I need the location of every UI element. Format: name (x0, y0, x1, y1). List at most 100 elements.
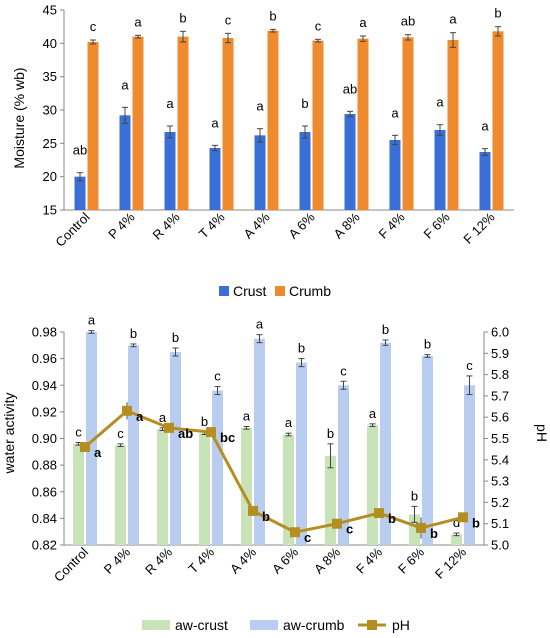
significance-letter: b (327, 426, 334, 441)
significance-letter: a (449, 12, 457, 27)
bar-aw-crumb (338, 385, 349, 545)
ph-y-tick-label: 5.8 (491, 367, 509, 382)
aw-y-tick-label: 0.94 (32, 378, 57, 393)
ph-y-tick-label: 5.7 (491, 388, 509, 403)
significance-letter: b (269, 8, 276, 23)
bar-aw-crumb (254, 338, 265, 545)
bar-aw-crumb (128, 345, 139, 545)
significance-letter: a (166, 96, 174, 111)
ph-marker (80, 442, 90, 453)
water-activity-ph-chart: water activity pH 0.82 0.84 0.86 0.88 0.90 0.… (1, 313, 550, 585)
aw-y-tick-label: 0.96 (32, 351, 57, 366)
legend-swatch-crumb (275, 286, 285, 296)
legend-label-aw-crust: aw-crust (175, 617, 228, 633)
legend-marker-ph (367, 620, 377, 630)
significance-letter: b (411, 488, 418, 503)
ph-marker (416, 522, 426, 533)
significance-letter: b (301, 96, 308, 111)
moisture-x-tick-label: F 12% (460, 209, 497, 246)
significance-letter: c (214, 369, 221, 384)
legend-swatch-crust (219, 286, 229, 296)
bar-crust (299, 132, 311, 210)
bar-aw-crust (451, 534, 462, 545)
moisture-x-tick-label: R 4% (150, 209, 183, 242)
aw-y-tick-label: 0.84 (32, 511, 57, 526)
aw-x-tick-label: F 12% (432, 544, 469, 581)
aw-x-tick-label: F 4% (353, 544, 385, 576)
bar-aw-crumb (296, 362, 307, 545)
moisture-x-tick-label: F 6% (421, 209, 453, 241)
bar-crust (434, 130, 446, 210)
ph-line (84, 409, 464, 534)
significance-letter: d (453, 515, 460, 530)
significance-letter: a (88, 313, 96, 328)
bar-aw-crust (283, 434, 294, 545)
significance-letter: a (211, 115, 219, 130)
moisture-x-tick-label: P 4% (105, 209, 138, 242)
bar-crumb (447, 40, 459, 210)
bar-crust (119, 115, 131, 210)
bar-crust (209, 148, 221, 210)
significance-letter: ab (73, 143, 87, 158)
bar-aw-crust (115, 445, 126, 545)
aw-x-tick-label: A 4% (227, 544, 259, 576)
ph-marker (374, 508, 384, 519)
ph-y-tick-label: 6.0 (491, 325, 509, 340)
significance-letter: a (121, 77, 129, 92)
ph-significance-letter: b (262, 509, 270, 524)
aw-x-tick-label: A 6% (269, 544, 301, 576)
significance-letter: a (436, 95, 444, 110)
significance-letter: a (285, 415, 293, 430)
significance-letter: ab (401, 14, 415, 29)
significance-letter: b (201, 414, 208, 429)
legend-swatch-aw-crust (142, 620, 170, 630)
aw-x-tick-label: P 4% (101, 544, 134, 577)
moisture-x-tick-label: Control (52, 209, 92, 249)
ph-marker (122, 405, 132, 416)
moisture-x-tick-label: F 4% (376, 209, 408, 241)
bar-aw-crumb (380, 342, 391, 545)
legend-label-crust: Crust (233, 283, 267, 299)
ph-marker (248, 505, 258, 516)
bar-aw-crumb (170, 351, 181, 545)
bar-aw-crust (367, 425, 378, 545)
ph-y-tick-label: 5.4 (491, 452, 509, 467)
significance-letter: a (369, 406, 377, 421)
bar-crust (479, 152, 491, 210)
significance-letter: c (90, 19, 97, 34)
significance-letter: c (466, 358, 473, 373)
aw-y-tick-label: 0.86 (32, 484, 57, 499)
aw-x-tick-label: F 6% (395, 544, 427, 576)
aw-y-tick-label: 0.88 (32, 458, 57, 473)
ph-y-tick-label: 5.1 (491, 516, 509, 531)
ph-marker (290, 527, 300, 538)
ph-y-tick-label: 5.3 (491, 474, 509, 489)
water-activity-legend: aw-crust aw-crumb pH (142, 617, 410, 633)
moisture-y-tick-label: 40 (43, 36, 57, 51)
moisture-x-tick-label: T 4% (196, 209, 228, 241)
moisture-y-tick-label: 15 (43, 203, 57, 218)
ph-y-tick-label: 5.2 (491, 495, 509, 510)
bar-crumb (267, 30, 279, 210)
significance-letter: a (256, 317, 264, 332)
aw-x-tick-label: R 4% (142, 544, 175, 577)
aw-x-tick-label: T 4% (185, 544, 217, 576)
bar-aw-crust (409, 514, 420, 545)
bar-crumb (222, 38, 234, 210)
aw-y-tick-label: 0.90 (32, 431, 57, 446)
significance-letter: c (340, 363, 347, 378)
ph-significance-letter: ab (178, 426, 193, 441)
significance-letter: a (256, 99, 264, 114)
significance-letter: a (243, 409, 251, 424)
bar-crust (389, 140, 401, 210)
moisture-y-tick-label: 35 (43, 69, 57, 84)
ph-y-tick-label: 5.0 (491, 538, 509, 553)
bar-aw-crumb (212, 390, 223, 545)
bar-aw-crumb (86, 332, 97, 545)
significance-letter: b (179, 10, 186, 25)
bar-aw-crust (241, 427, 252, 545)
significance-letter: b (298, 341, 305, 356)
bar-crumb (402, 37, 414, 211)
significance-letter: a (359, 15, 367, 30)
